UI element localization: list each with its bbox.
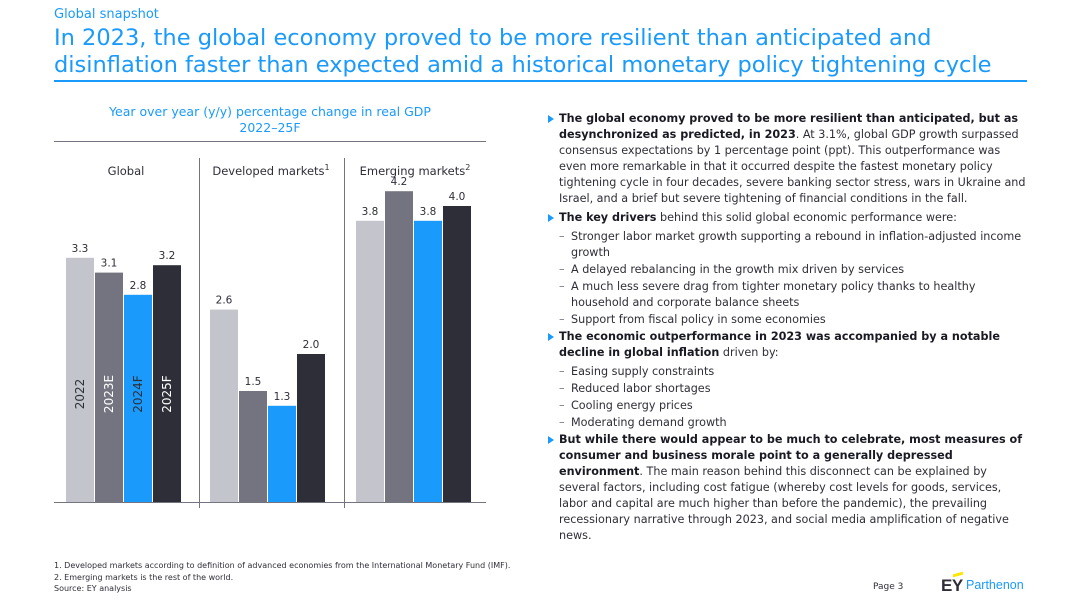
- sub-bullet-item: – Support from fiscal policy in some econ…: [548, 312, 1028, 328]
- dash-icon: –: [559, 382, 565, 395]
- bullet-item: But while there would appear to be much …: [548, 432, 1028, 544]
- bar-2025f-developed-markets: [297, 354, 325, 502]
- group-label-superscript: 1: [325, 163, 330, 172]
- series-label: 2022: [73, 379, 87, 410]
- group-label: Developed markets1: [212, 163, 329, 178]
- group-label: Emerging markets2: [360, 163, 471, 178]
- chart-title-block: Year over year (y/y) percentage change i…: [54, 104, 486, 136]
- bullet-triangle-icon: [548, 333, 554, 341]
- bullet-text: . At 3.1%, global GDP growth surpassed c…: [559, 128, 1026, 205]
- sub-bullet-text: Reduced labor shortages: [571, 382, 711, 395]
- sub-bullet-item: – Easing supply constraints: [548, 364, 1028, 380]
- bar-2022-global: [66, 257, 94, 502]
- bullet-text: behind this solid global economic perfor…: [656, 211, 957, 224]
- gdp-bar-chart: Global Developed markets1 Emerging markets…: [54, 158, 486, 508]
- footnote-line: 1. Developed markets according to defini…: [54, 561, 511, 570]
- bar-2022-emerging-markets: [356, 220, 384, 503]
- data-label: 2.0: [303, 339, 320, 351]
- bar-2024f-global: [124, 294, 152, 502]
- group-label-text: Developed markets: [212, 164, 324, 178]
- group-label-superscript: 2: [465, 163, 470, 172]
- bullet-bold-text: The global economy proved to be more res…: [559, 112, 1019, 141]
- dash-icon: –: [559, 399, 565, 412]
- bullet-triangle-icon: [548, 214, 554, 222]
- bullet-item: The global economy proved to be more res…: [548, 111, 1028, 207]
- bar-2024f-developed-markets: [268, 405, 296, 502]
- sub-bullet-text: Cooling energy prices: [571, 399, 693, 412]
- bar-2024f-emerging-markets: [414, 220, 442, 503]
- bullet-text: . The main reason behind this disconnect…: [559, 465, 1009, 542]
- sub-bullet-item: – Stronger labor market growth supporting…: [548, 229, 1028, 261]
- series-label: 2023E: [102, 375, 116, 413]
- data-label: 2.6: [216, 295, 233, 307]
- data-label: 4.2: [391, 176, 408, 188]
- bar-2025f-global: [153, 265, 181, 502]
- series-label: 2024F: [131, 375, 145, 413]
- series-label: 2025F: [160, 375, 174, 413]
- dash-icon: –: [559, 313, 565, 326]
- bullet-bold-text: But while there would appear to be much …: [559, 433, 1023, 478]
- dash-icon: –: [559, 230, 565, 243]
- page-title: In 2023, the global economy proved to be…: [54, 25, 992, 78]
- bullet-triangle-icon: [548, 436, 554, 444]
- logo-parthenon-text: Parthenon: [966, 578, 1024, 592]
- chart-subtitle: 2022–25F: [239, 120, 301, 135]
- sub-bullet-item: – A delayed rebalancing in the growth mix…: [548, 262, 1028, 278]
- sub-bullet-item: – Moderating demand growth: [548, 415, 1028, 431]
- group-label-text: Emerging markets: [360, 164, 466, 178]
- sub-bullet-item: – A much less severe drag from tighter mo…: [548, 279, 1028, 311]
- dash-icon: –: [559, 280, 565, 293]
- bullet-bold-text: The key drivers: [559, 211, 657, 224]
- sub-bullet-item: – Reduced labor shortages: [548, 381, 1028, 397]
- bullet-item: The key drivers behind this solid global…: [548, 210, 1028, 226]
- bar-2023e-emerging-markets: [385, 191, 413, 502]
- data-label: 1.5: [245, 376, 262, 388]
- bar-2023e-developed-markets: [239, 391, 267, 502]
- data-label: 3.8: [420, 206, 437, 218]
- sub-bullet-text: Support from fiscal policy in some econo…: [571, 313, 826, 326]
- sub-bullet-text: A delayed rebalancing in the growth mix …: [571, 263, 905, 276]
- page-number: Page 3: [873, 582, 904, 592]
- data-label: 3.2: [159, 250, 176, 262]
- logo-ey-text: EY: [941, 576, 963, 595]
- dash-icon: –: [559, 416, 565, 429]
- ey-parthenon-logo: EY Parthenon: [941, 571, 1031, 595]
- footnotes: 1. Developed markets according to defini…: [54, 560, 510, 595]
- bullet-item: The economic outperformance in 2023 was …: [548, 329, 1028, 361]
- footnote-line: Source: EY analysis: [54, 584, 132, 593]
- bullet-text: driven by:: [719, 346, 779, 359]
- sub-bullet-text: Moderating demand growth: [571, 416, 727, 429]
- section-label: Global snapshot: [54, 7, 159, 22]
- bar-2022-developed-markets: [210, 309, 238, 502]
- group-label: Global: [108, 164, 145, 178]
- data-label: 4.0: [449, 191, 466, 203]
- bar-2023e-global: [95, 272, 123, 502]
- dash-icon: –: [559, 263, 565, 276]
- sub-bullet-text: Stronger labor market growth supporting …: [571, 230, 1022, 259]
- bar-2025f-emerging-markets: [443, 206, 471, 502]
- group-label-text: Global: [108, 164, 145, 178]
- data-label: 3.3: [72, 243, 89, 255]
- bullet-bold-text: The economic outperformance in 2023 was …: [559, 330, 1000, 359]
- commentary-bullets: The global economy proved to be more res…: [548, 111, 1028, 547]
- data-label: 2.8: [130, 280, 147, 292]
- sub-bullet-text: A much less severe drag from tighter mon…: [571, 280, 976, 309]
- chart-title-divider: [54, 141, 486, 142]
- bullet-triangle-icon: [548, 115, 554, 123]
- sub-bullet-text: Easing supply constraints: [571, 365, 715, 378]
- data-label: 3.8: [362, 206, 379, 218]
- sub-bullet-item: – Cooling energy prices: [548, 398, 1028, 414]
- data-label: 1.3: [274, 391, 291, 403]
- dash-icon: –: [559, 365, 565, 378]
- footnote-line: 2. Emerging markets is the rest of the w…: [54, 572, 234, 582]
- data-label: 3.1: [101, 258, 118, 270]
- title-divider: [54, 80, 1027, 82]
- chart-title: Year over year (y/y) percentage change i…: [109, 104, 431, 119]
